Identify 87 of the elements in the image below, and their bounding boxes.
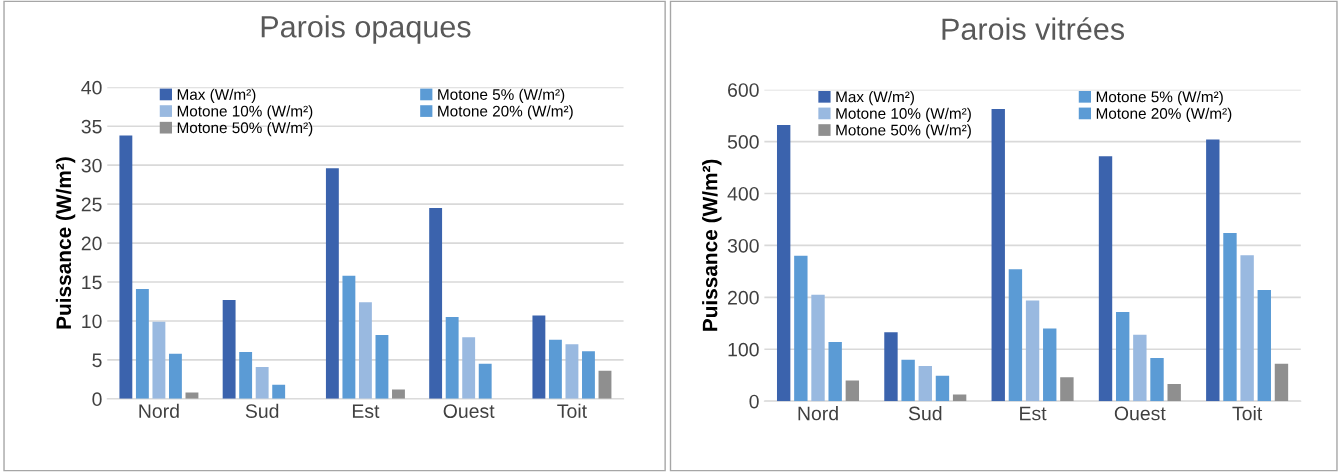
bar: [255, 366, 269, 399]
bar: [1150, 358, 1164, 402]
y-tick-label: 25: [81, 197, 102, 212]
chart-title: Parois vitrées: [942, 17, 1125, 40]
bar: [1133, 334, 1147, 402]
bar: [119, 135, 133, 399]
bar: [991, 108, 1005, 402]
bar: [168, 353, 182, 399]
x-tick-label: Nord: [798, 406, 838, 421]
bar: [794, 255, 808, 402]
y-tick-label: 100: [728, 342, 759, 357]
y-tick-label: 0: [749, 394, 759, 409]
x-tick-label: Toit: [1232, 406, 1263, 421]
legend-label: Max (W/m²): [177, 88, 256, 103]
y-tick-label: 400: [727, 186, 759, 201]
legend-label: Motone 5% (W/m²): [438, 88, 565, 103]
y-tick-label: 500: [727, 135, 759, 149]
bar: [565, 344, 579, 399]
bar: [935, 375, 950, 402]
bar: [1043, 328, 1057, 402]
x-tick-label: Sud: [245, 403, 279, 418]
y-tick-label: 0: [92, 392, 102, 407]
legend-label: Motone 50% (W/m²): [177, 121, 313, 137]
bar: [152, 321, 166, 399]
bar: [1008, 269, 1023, 402]
bar: [429, 208, 443, 399]
bar: [1223, 232, 1237, 402]
y-tick-label: 40: [81, 80, 102, 95]
y-tick-label: 200: [728, 290, 759, 305]
y-axis-title: Puissance (W/m²): [702, 159, 722, 331]
bar: [1060, 377, 1074, 402]
bar: [901, 359, 915, 402]
bar: [1240, 255, 1254, 402]
x-tick-label: Ouest: [443, 404, 495, 418]
bar: [342, 275, 356, 399]
bar: [462, 337, 476, 399]
legend-label: Motone 50% (W/m²): [836, 124, 971, 139]
y-tick-label: 20: [81, 236, 102, 251]
bar: [582, 351, 595, 399]
bar: [845, 380, 860, 402]
legend-label: Max (W/m²): [836, 91, 914, 106]
x-tick-label: Sud: [908, 406, 942, 421]
bar: [828, 342, 842, 402]
bar: [548, 339, 562, 399]
bar: [1257, 290, 1271, 402]
bar: [239, 352, 253, 399]
bar: [478, 363, 492, 399]
legend-label: Motone 10% (W/m²): [177, 105, 313, 120]
y-tick-label: 300: [727, 238, 759, 253]
legend-label: Motone 10% (W/m²): [836, 107, 971, 122]
y-axis-title: Puissance (W/m²): [55, 157, 76, 329]
legend-label: Motone 20% (W/m²): [438, 105, 573, 120]
bar: [811, 294, 825, 402]
bar: [392, 389, 405, 399]
bar: [222, 299, 236, 399]
legend-label: Motone 20% (W/m²): [1096, 107, 1232, 122]
x-tick-label: Toit: [557, 403, 587, 418]
chart-title: Parois opaques: [261, 15, 471, 44]
x-tick-label: Est: [352, 404, 380, 418]
bar: [1274, 363, 1289, 402]
bar: [918, 365, 932, 402]
bar: [1115, 311, 1130, 402]
y-tick-label: 10: [82, 314, 102, 329]
bar: [598, 370, 612, 399]
bar: [1206, 139, 1220, 402]
bar: [776, 124, 791, 402]
bar: [445, 317, 459, 399]
bar: [952, 394, 967, 402]
x-tick-label: Ouest: [1114, 406, 1166, 421]
y-tick-label: 30: [81, 158, 102, 173]
bar: [272, 384, 286, 399]
x-tick-label: Est: [1020, 406, 1047, 421]
bar: [532, 315, 546, 399]
bar: [1167, 384, 1181, 402]
y-tick-label: 5: [92, 353, 102, 368]
bar: [135, 289, 149, 399]
bar: [1025, 300, 1040, 402]
bar: [884, 332, 898, 402]
bar: [358, 302, 372, 399]
legend-label: Motone 5% (W/m²): [1096, 91, 1223, 106]
bar: [325, 168, 339, 399]
bar: [1098, 156, 1113, 402]
x-tick-label: Nord: [139, 403, 179, 418]
y-tick-label: 15: [82, 275, 102, 290]
y-tick-label: 600: [728, 83, 759, 97]
bar: [375, 334, 389, 399]
y-tick-label: 35: [81, 119, 102, 134]
